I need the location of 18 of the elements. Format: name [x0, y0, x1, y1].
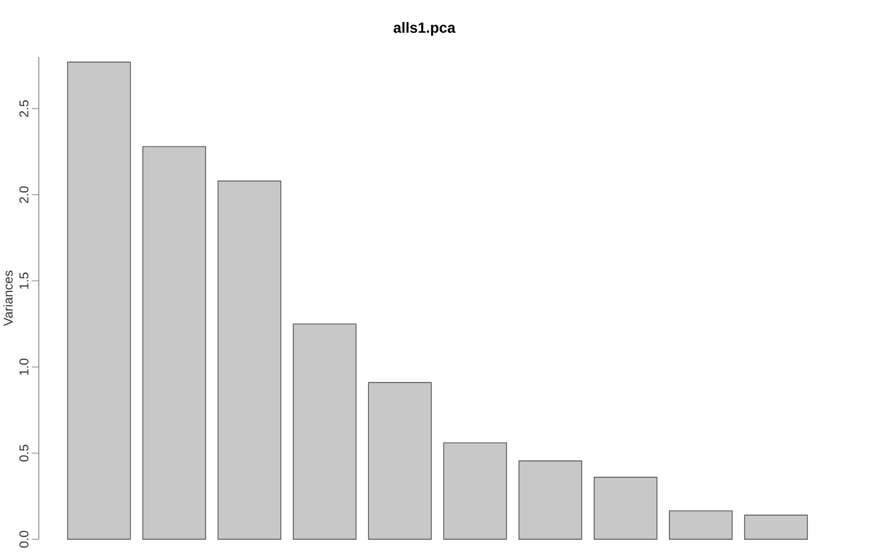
chart-title: alls1.pca	[394, 22, 456, 36]
bar	[142, 146, 206, 540]
bar	[443, 442, 507, 540]
bar	[518, 460, 582, 540]
y-tick-label: 0.5	[19, 444, 28, 462]
y-tick-label: 1.0	[19, 358, 28, 375]
y-axis-title: Variances	[3, 270, 13, 326]
bar	[67, 62, 131, 540]
y-tick-label: 1.5	[20, 272, 28, 289]
bar	[218, 180, 282, 540]
bar	[368, 382, 432, 540]
bar	[744, 514, 808, 540]
bar	[292, 324, 356, 540]
y-tick-label: 0.0	[19, 530, 28, 548]
bar	[594, 476, 658, 540]
y-tick-label: 2.5	[19, 100, 28, 117]
bar	[669, 510, 733, 540]
y-tick-label: 2.0	[19, 186, 28, 203]
